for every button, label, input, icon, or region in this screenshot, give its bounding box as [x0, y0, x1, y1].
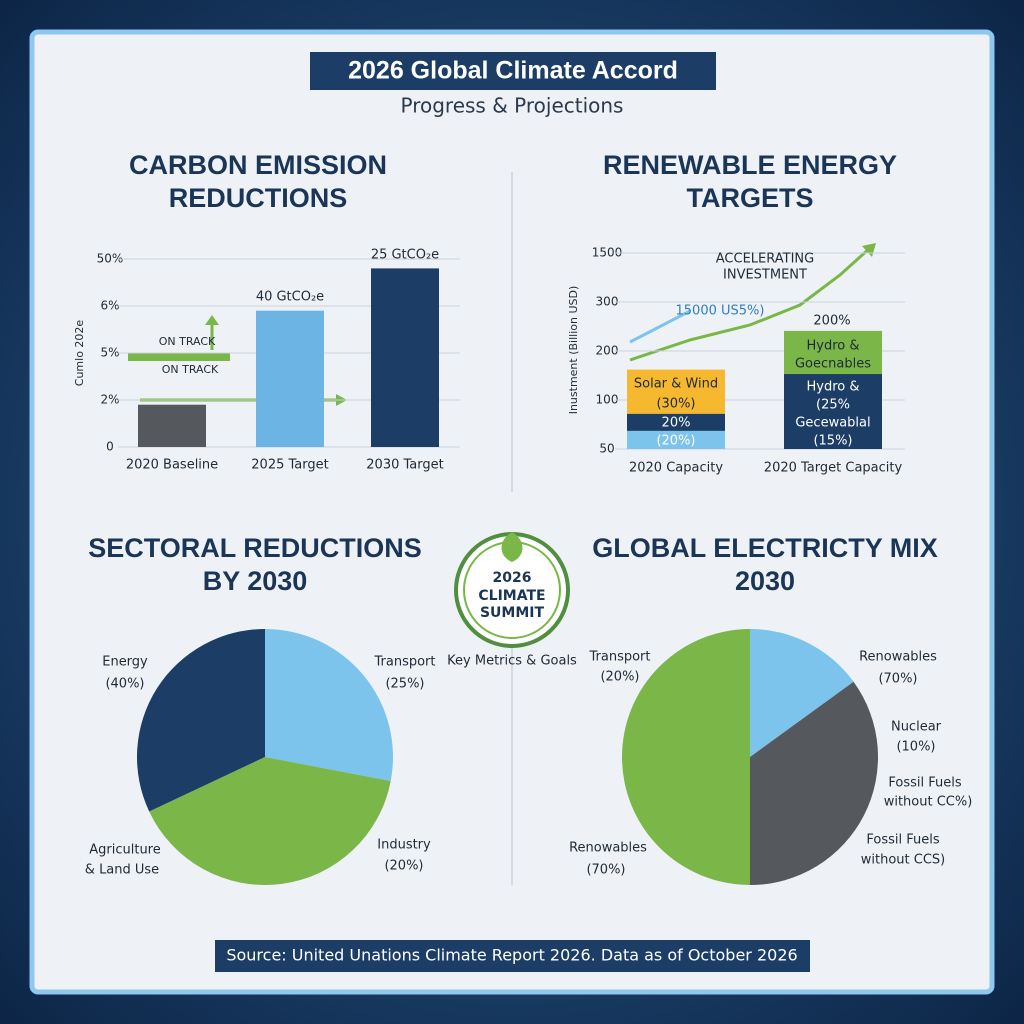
- chart-title: 2030: [735, 566, 795, 596]
- annotation: Fossil Fuels: [866, 833, 939, 848]
- annotation: (10%): [896, 740, 935, 755]
- annotation: Transport: [588, 650, 650, 665]
- annotation: ON TRACK: [159, 335, 216, 348]
- annotation: 20%: [662, 416, 691, 431]
- title-box: [310, 52, 716, 90]
- arrow-head: [205, 315, 219, 325]
- annotation: ON TRACK: [162, 363, 219, 376]
- badge-text: CLIMATE: [478, 588, 545, 604]
- annotation: Transport: [373, 655, 435, 670]
- x-tick-label: 2020 Baseline: [126, 458, 218, 473]
- y-tick-label: 2%: [100, 393, 119, 407]
- annotation: Fossil Fuels: [888, 776, 961, 791]
- bar-segment: [784, 330, 882, 375]
- page-title: 2026 Global Climate Accord: [348, 57, 678, 85]
- annotation: (20%): [384, 859, 423, 874]
- bar: [138, 404, 206, 447]
- annotation: Nuclear: [891, 720, 942, 735]
- bar: [256, 310, 324, 447]
- annotation: (20%): [656, 434, 695, 449]
- annotation: (25%): [385, 677, 424, 692]
- x-tick-label: 2030 Target: [366, 458, 443, 473]
- pie-slice: [265, 629, 393, 781]
- chart-title: GLOBAL ELECTRICTY MIX: [592, 533, 938, 563]
- annotation: INVESTMENT: [723, 268, 807, 283]
- annotation: 200%: [813, 314, 850, 329]
- y-tick-label: 50: [599, 442, 614, 456]
- footer: Source: United Unations Climate Report 2…: [226, 946, 797, 965]
- y-tick-label: 0: [106, 440, 114, 454]
- trend-line: [629, 309, 691, 344]
- annotation: Agriculture: [89, 843, 161, 858]
- y-axis-label: Cumlo 202e: [73, 320, 86, 387]
- annotation: (20%): [600, 670, 639, 685]
- trend-line: [629, 246, 872, 362]
- chart-title: RENEWABLE ENERGY: [603, 150, 897, 180]
- annotation: Goecnables: [795, 357, 871, 372]
- annotation: (25%: [816, 398, 850, 413]
- y-axis-label: Inustment (Billion USD): [567, 286, 580, 415]
- leaf-icon: [501, 532, 523, 562]
- annotation: (70%): [878, 672, 917, 687]
- pie-slice: [750, 681, 879, 885]
- bar-segment: [784, 374, 882, 449]
- y-tick-label: 50%: [97, 252, 124, 266]
- y-tick-label: 5%: [100, 346, 119, 360]
- y-tick-label: 300: [596, 295, 619, 309]
- annotation: (30%): [656, 397, 695, 412]
- bar-segment: [627, 413, 725, 431]
- badge-text: 2026: [493, 570, 532, 586]
- y-tick-label: 100: [596, 393, 619, 407]
- arrow: [128, 353, 230, 361]
- annotation: 25 GtCO₂e: [371, 248, 439, 263]
- chart-title: TARGETS: [687, 183, 814, 213]
- x-tick-label: 2025 Target: [251, 458, 328, 473]
- pie-slice: [136, 629, 265, 812]
- x-tick-label: 2020 Capacity: [629, 461, 723, 476]
- annotation: & Land Use: [85, 863, 159, 878]
- footer-box: [215, 940, 810, 972]
- bar: [371, 268, 439, 447]
- annotation: (40%): [105, 677, 144, 692]
- bar-segment: [627, 369, 725, 414]
- pie-slice: [149, 757, 391, 885]
- badge-caption: Key Metrics & Goals: [447, 654, 577, 669]
- annotation: Renowables: [569, 841, 647, 856]
- chart-title: CARBON EMISSION: [129, 150, 387, 180]
- badge: 2026 CLIMATE SUMMIT: [454, 532, 570, 648]
- bar-segment: [627, 430, 725, 449]
- y-tick-label: 1500: [592, 246, 623, 260]
- annotation: ACCELERATING: [716, 252, 814, 267]
- annotation: without CCS): [861, 853, 945, 868]
- annotation: Industry: [377, 838, 431, 853]
- annotation: Solar & Wind: [634, 377, 718, 392]
- badge-text: SUMMIT: [480, 605, 545, 621]
- x-tick-label: 2020 Target Capacity: [764, 461, 903, 476]
- annotation: 40 GtCO₂e: [256, 290, 324, 305]
- annotation: Energy: [102, 655, 148, 670]
- annotation: Renowables: [859, 650, 937, 665]
- annotation: Hydro &: [806, 339, 859, 354]
- annotation: 15000 US5%): [676, 304, 765, 319]
- chart-title: BY 2030: [203, 566, 308, 596]
- annotation: Gecewablal: [795, 416, 870, 431]
- pie-slice: [750, 629, 854, 757]
- annotation: (70%): [586, 863, 625, 878]
- annotation: Hydro &: [806, 380, 859, 395]
- y-tick-label: 6%: [100, 299, 119, 313]
- pie-slice: [622, 629, 750, 885]
- chart-title: REDUCTIONS: [169, 183, 348, 213]
- annotation: without CC%): [884, 795, 973, 810]
- y-tick-label: 200: [596, 344, 619, 358]
- chart-title: SECTORAL REDUCTIONS: [88, 533, 422, 563]
- page-subtitle: Progress & Projections: [401, 94, 624, 118]
- annotation: (15%): [813, 434, 852, 449]
